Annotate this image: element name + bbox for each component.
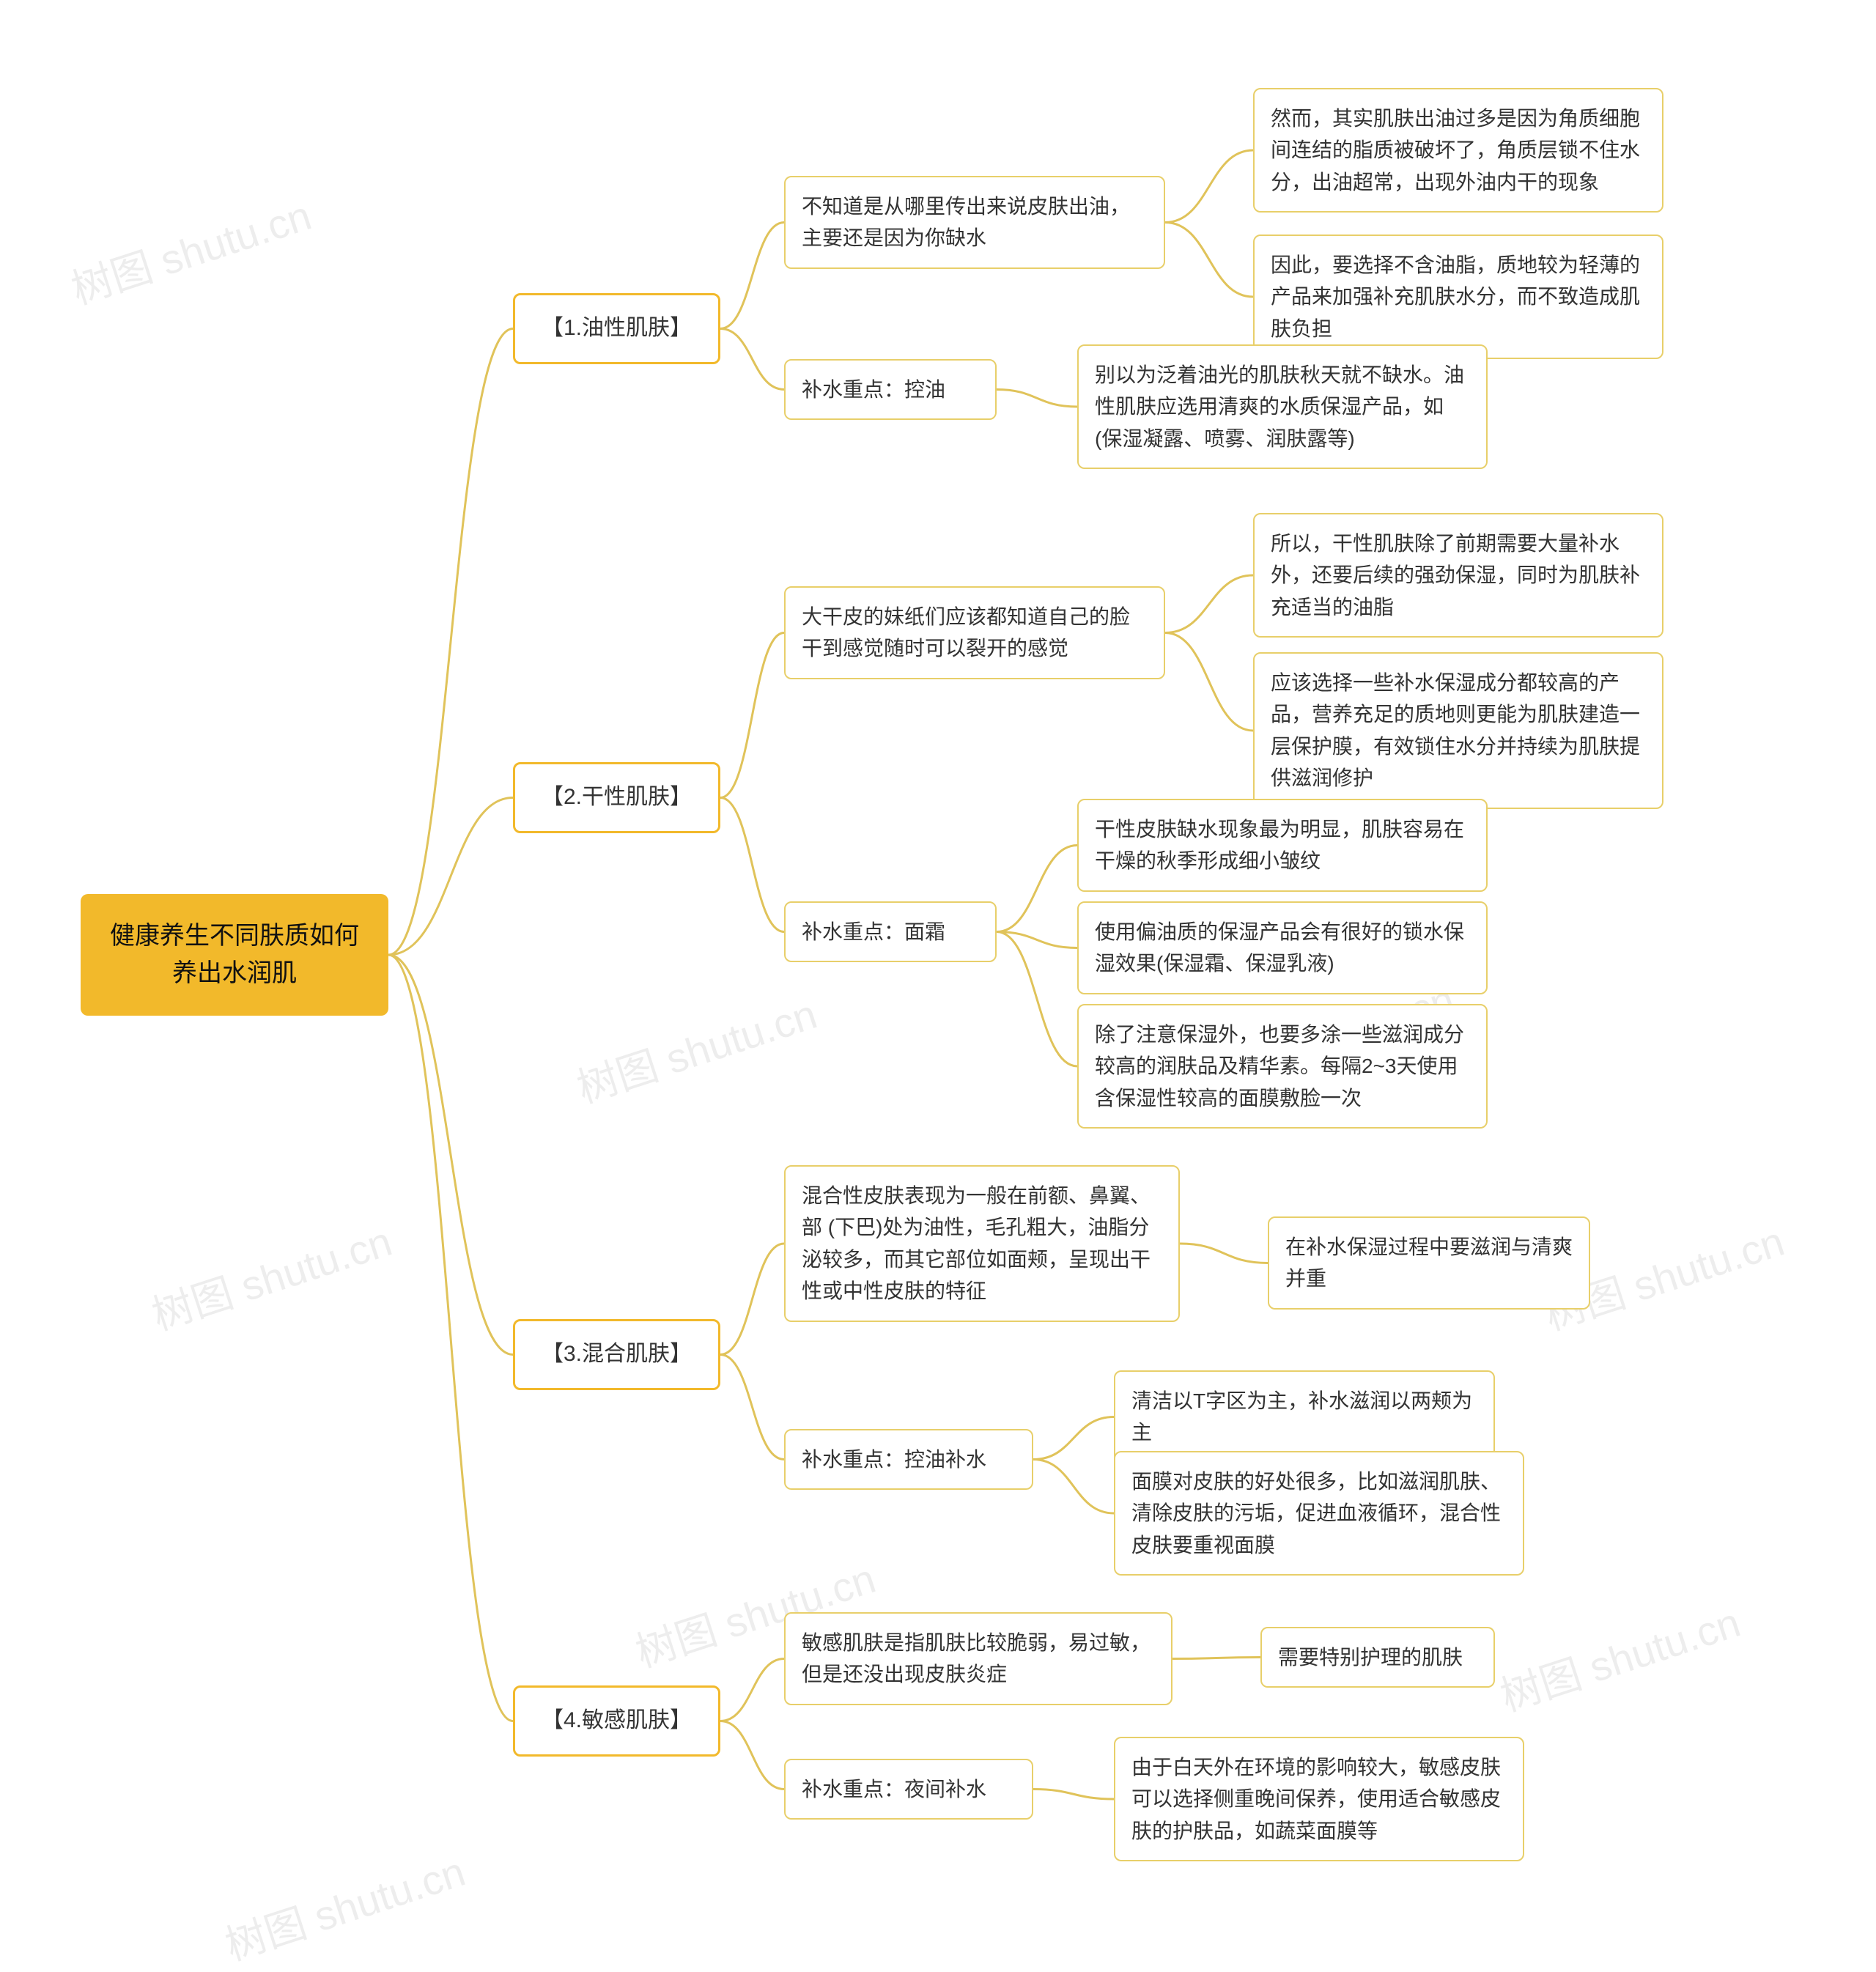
node-label: 不知道是从哪里传出来说皮肤出油，主要还是因为你缺水 xyxy=(802,195,1130,249)
node-n2: 【2.干性肌肤】 xyxy=(513,762,720,833)
node-label: 大干皮的妹纸们应该都知道自己的脸干到感觉随时可以裂开的感觉 xyxy=(802,605,1130,660)
node-n3a1: 在补水保湿过程中要滋润与清爽并重 xyxy=(1268,1216,1590,1310)
node-n1a1: 然而，其实肌肤出油过多是因为角质细胞间连结的脂质被破坏了，角质层锁不住水分，出油… xyxy=(1253,88,1663,213)
node-label: 混合性皮肤表现为一般在前额、鼻翼、部 (下巴)处为油性，毛孔粗大，油脂分泌较多，… xyxy=(802,1184,1151,1302)
watermark: 树图 shutu.cn xyxy=(217,1839,472,1972)
node-label: 【2.干性肌肤】 xyxy=(542,785,692,809)
node-label: 别以为泛着油光的肌肤秋天就不缺水。油性肌肤应选用清爽的水质保湿产品，如(保湿凝露… xyxy=(1095,363,1464,450)
watermark: 树图 shutu.cn xyxy=(63,183,318,317)
watermark: 树图 shutu.cn xyxy=(144,1209,399,1343)
node-n4a: 敏感肌肤是指肌肤比较脆弱，易过敏，但是还没出现皮肤炎症 xyxy=(784,1612,1172,1705)
node-n2a: 大干皮的妹纸们应该都知道自己的脸干到感觉随时可以裂开的感觉 xyxy=(784,586,1165,679)
node-label: 应该选择一些补水保湿成分都较高的产品，营养充足的质地则更能为肌肤建造一层保护膜，… xyxy=(1271,671,1640,789)
node-n1a2: 因此，要选择不含油脂，质地较为轻薄的产品来加强补充肌肤水分，而不致造成肌肤负担 xyxy=(1253,235,1663,359)
node-root: 健康养生不同肤质如何养出水润肌 xyxy=(81,894,388,1016)
node-label: 需要特别护理的肌肤 xyxy=(1278,1646,1463,1669)
node-n3: 【3.混合肌肤】 xyxy=(513,1319,720,1390)
node-n1b1: 别以为泛着油光的肌肤秋天就不缺水。油性肌肤应选用清爽的水质保湿产品，如(保湿凝露… xyxy=(1077,344,1488,469)
node-label: 补水重点：夜间补水 xyxy=(802,1778,986,1801)
node-label: 补水重点：面霜 xyxy=(802,920,945,943)
watermark: 树图 shutu.cn xyxy=(1492,1590,1747,1724)
node-label: 然而，其实肌肤出油过多是因为角质细胞间连结的脂质被破坏了，角质层锁不住水分，出油… xyxy=(1271,107,1640,193)
watermark: 树图 shutu.cn xyxy=(569,982,824,1115)
node-n2b1: 干性皮肤缺水现象最为明显，肌肤容易在干燥的秋季形成细小皱纹 xyxy=(1077,799,1488,892)
node-label: 在补水保湿过程中要滋润与清爽并重 xyxy=(1285,1236,1573,1290)
node-n2b3: 除了注意保湿外，也要多涂一些滋润成分较高的润肤品及精华素。每隔2~3天使用含保湿… xyxy=(1077,1004,1488,1129)
node-n1: 【1.油性肌肤】 xyxy=(513,293,720,364)
mindmap-canvas: 树图 shutu.cn 树图 shutu.cn 树图 shutu.cn 树图 shut… xyxy=(0,0,1876,1941)
node-label: 清洁以T字区为主，补水滋润以两颊为主 xyxy=(1131,1389,1472,1444)
node-label: 【1.油性肌肤】 xyxy=(542,316,692,340)
node-label: 【3.混合肌肤】 xyxy=(542,1342,692,1366)
node-n4b1: 由于白天外在环境的影响较大，敏感皮肤可以选择侧重晚间保养，使用适合敏感皮肤的护肤… xyxy=(1114,1737,1524,1861)
node-n4a1: 需要特别护理的肌肤 xyxy=(1260,1627,1495,1688)
node-label: 使用偏油质的保湿产品会有很好的锁水保湿效果(保湿霜、保湿乳液) xyxy=(1095,920,1464,975)
node-n3b: 补水重点：控油补水 xyxy=(784,1429,1033,1490)
node-n1a: 不知道是从哪里传出来说皮肤出油，主要还是因为你缺水 xyxy=(784,176,1165,269)
node-label: 所以，干性肌肤除了前期需要大量补水外，还要后续的强劲保湿，同时为肌肤补充适当的油… xyxy=(1271,532,1640,618)
node-n2b: 补水重点：面霜 xyxy=(784,901,997,962)
node-n2b2: 使用偏油质的保湿产品会有很好的锁水保湿效果(保湿霜、保湿乳液) xyxy=(1077,901,1488,994)
node-label: 面膜对皮肤的好处很多，比如滋润肌肤、清除皮肤的污垢，促进血液循环，混合性皮肤要重… xyxy=(1131,1470,1501,1556)
node-n3b2: 面膜对皮肤的好处很多，比如滋润肌肤、清除皮肤的污垢，促进血液循环，混合性皮肤要重… xyxy=(1114,1451,1524,1576)
node-n3b1: 清洁以T字区为主，补水滋润以两颊为主 xyxy=(1114,1370,1495,1463)
node-n3a: 混合性皮肤表现为一般在前额、鼻翼、部 (下巴)处为油性，毛孔粗大，油脂分泌较多，… xyxy=(784,1165,1180,1322)
node-n1b: 补水重点：控油 xyxy=(784,359,997,420)
node-label: 因此，要选择不含油脂，质地较为轻薄的产品来加强补充肌肤水分，而不致造成肌肤负担 xyxy=(1271,254,1640,340)
node-label: 由于白天外在环境的影响较大，敏感皮肤可以选择侧重晚间保养，使用适合敏感皮肤的护肤… xyxy=(1131,1756,1501,1842)
node-n2a2: 应该选择一些补水保湿成分都较高的产品，营养充足的质地则更能为肌肤建造一层保护膜，… xyxy=(1253,652,1663,809)
node-label: 健康养生不同肤质如何养出水润肌 xyxy=(110,922,359,987)
node-label: 【4.敏感肌肤】 xyxy=(542,1708,692,1732)
node-n4b: 补水重点：夜间补水 xyxy=(784,1759,1033,1820)
node-label: 敏感肌肤是指肌肤比较脆弱，易过敏，但是还没出现皮肤炎症 xyxy=(802,1631,1151,1685)
node-n2a1: 所以，干性肌肤除了前期需要大量补水外，还要后续的强劲保湿，同时为肌肤补充适当的油… xyxy=(1253,513,1663,638)
node-label: 除了注意保湿外，也要多涂一些滋润成分较高的润肤品及精华素。每隔2~3天使用含保湿… xyxy=(1095,1023,1464,1109)
node-label: 干性皮肤缺水现象最为明显，肌肤容易在干燥的秋季形成细小皱纹 xyxy=(1095,818,1464,872)
node-n4: 【4.敏感肌肤】 xyxy=(513,1685,720,1757)
node-label: 补水重点：控油补水 xyxy=(802,1448,986,1471)
node-label: 补水重点：控油 xyxy=(802,378,945,401)
